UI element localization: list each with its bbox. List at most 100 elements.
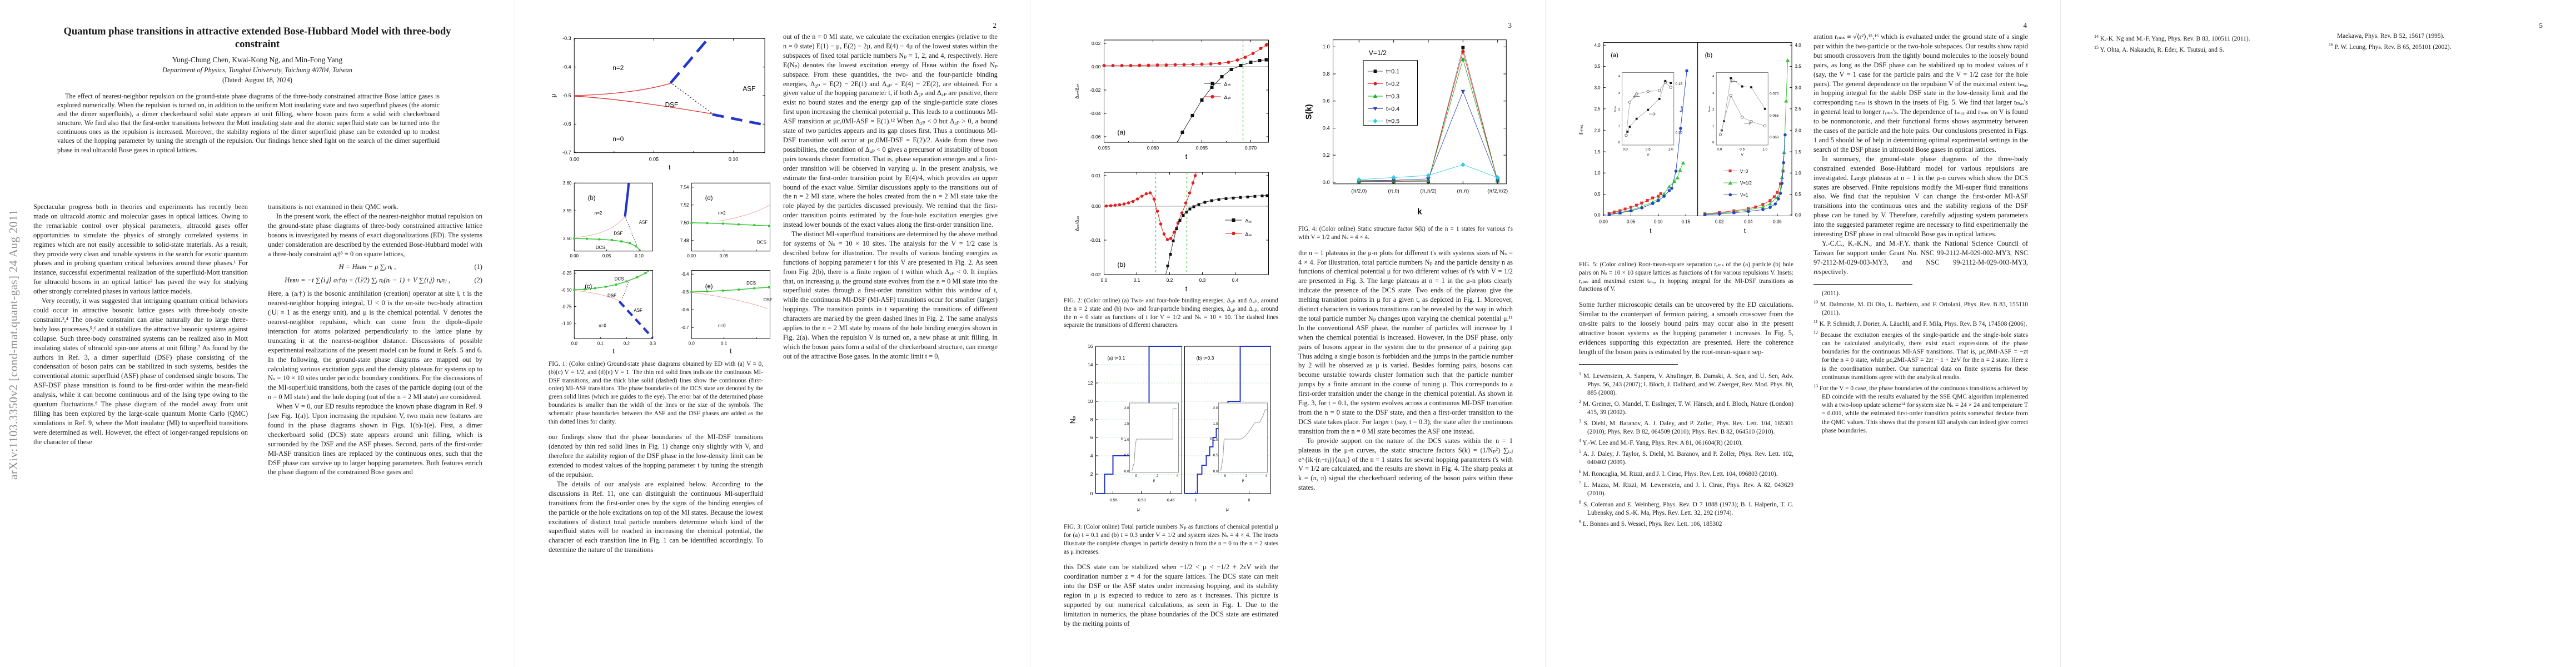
svg-text:0.5: 0.5 — [1213, 454, 1218, 457]
svg-text:4: 4 — [1090, 453, 1093, 459]
svg-text:0.5: 0.5 — [1595, 192, 1601, 197]
svg-text:1.5: 1.5 — [1124, 422, 1129, 426]
svg-text:-0.06: -0.06 — [1090, 134, 1101, 140]
fig5-yticks-right: 4.0 3.5 3.0 2.5 2.0 1.5 1.0 0.5 0.0 — [1795, 43, 1801, 217]
svg-text:1.0: 1.0 — [1323, 44, 1330, 49]
svg-text:(π,π/2): (π,π/2) — [1420, 188, 1436, 193]
p1-column-1: Spectacular progress both in theories an… — [33, 202, 248, 647]
paragraph: out of the n = 0 MI state, we calculate … — [783, 33, 998, 229]
paragraph: our findings show that the phase boundar… — [549, 433, 763, 479]
svg-text:0.0: 0.0 — [1323, 180, 1330, 185]
svg-text:7.54: 7.54 — [680, 185, 689, 190]
paragraph: In the present work, the effect of the n… — [268, 212, 482, 258]
page-1: arXiv:1103.3350v2 [cond-mat.quant-gas] 2… — [0, 0, 515, 667]
svg-text:0.01: 0.01 — [1092, 173, 1101, 178]
svg-text:4.0: 4.0 — [1595, 43, 1601, 48]
svg-text:DCS: DCS — [615, 276, 624, 281]
condition-label: V=1/2 — [1369, 49, 1387, 57]
svg-text:0.065: 0.065 — [1770, 114, 1779, 118]
fig4-legend: t=0.1 t=0.2 t=0.3 t=0.4 t=0.5 — [1363, 60, 1418, 126]
fig2-caption: FIG. 2: (Color online) (a) Two- and four… — [1064, 297, 1278, 329]
svg-text:2: 2 — [1090, 471, 1093, 477]
svg-text:0.1: 0.1 — [597, 341, 604, 346]
fig1-panel-d: 7.54 7.52 7.50 7.48 0.00 0.05 (d) n=2 — [680, 182, 770, 258]
svg-text:-0.7: -0.7 — [681, 325, 689, 330]
x-axis-label: k — [1417, 207, 1422, 216]
svg-text:0.05: 0.05 — [602, 253, 611, 258]
svg-text:3.50: 3.50 — [563, 236, 572, 241]
svg-text:0.3: 0.3 — [1199, 277, 1206, 283]
y-axis-label: rᵣₘₛ — [1577, 125, 1585, 135]
fig1-panel-c: -0.25 -0.50 -0.75 -1.00 0.0 0.1 0.2 0.3 … — [561, 270, 656, 355]
svg-text:2.0: 2.0 — [1595, 128, 1601, 133]
p3-column-1: 0.02 0.00 -0.02 -0.04 -0.06 0.055 0.060 … — [1064, 32, 1278, 650]
panel-tag: (b) — [1118, 261, 1126, 268]
p4-column-2: aration rᵣₘₛ ≡ √⟨r²⟩,¹⁵,¹⁶ which is eval… — [1813, 32, 2028, 650]
svg-text:1: 1 — [1618, 125, 1620, 128]
figure-2: 0.02 0.00 -0.02 -0.04 -0.06 0.055 0.060 … — [1064, 32, 1278, 293]
svg-text:0.065: 0.065 — [1196, 145, 1208, 151]
svg-text:4: 4 — [1712, 75, 1715, 78]
svg-text:2.5: 2.5 — [1595, 107, 1601, 112]
fig2-a-legend: Δ₂ₕ Δ₄ₕ — [1204, 81, 1232, 100]
paragraph: aration rᵣₘₛ ≡ √⟨r²⟩,¹⁵,¹⁶ which is eval… — [1813, 33, 2028, 153]
fig5-caption: FIG. 5: (Color online) Root-mean-square … — [1579, 261, 1793, 293]
svg-text:ASF: ASF — [639, 220, 648, 225]
x-axis-label: t — [1185, 285, 1188, 293]
paragraph: this DCS state can be stabilized when −1… — [1064, 563, 1278, 628]
svg-text:μ: μ — [1242, 479, 1244, 482]
arxiv-stamp: arXiv:1103.3350v2 [cond-mat.quant-gas] 2… — [7, 209, 20, 480]
fig3-caption: FIG. 3: (Color online) Total particle nu… — [1064, 524, 1278, 555]
region-label: ASF — [743, 85, 755, 92]
fig4-caption: FIG. 4: (Color online) Static structure … — [1298, 226, 1513, 241]
fig5-rms-separation: 4.0 3.5 3.0 2.5 2.0 1.5 1.0 0.5 0.0 4.0 … — [1577, 42, 1801, 235]
svg-text:-0.4: -0.4 — [681, 272, 689, 277]
svg-text:DCS: DCS — [746, 281, 756, 286]
svg-text:0.15: 0.15 — [1676, 82, 1683, 86]
svg-text:DSF: DSF — [764, 297, 773, 302]
svg-text:0.06: 0.06 — [1773, 220, 1782, 225]
svg-text:-0.50: -0.50 — [561, 287, 572, 292]
svg-text:(π/2,π/2): (π/2,π/2) — [1487, 188, 1508, 193]
svg-text:Δ₂ₕ: Δ₂ₕ — [1224, 81, 1232, 87]
fig5-b-inset: 4 3 2 1 0 0.070 0.065 0.060 0.0 0.5 1.0 V rᵣ… — [1707, 72, 1779, 157]
svg-text:0.0: 0.0 — [1717, 147, 1722, 151]
svg-text:0.060: 0.060 — [1770, 136, 1779, 140]
svg-text:0.2: 0.2 — [1167, 277, 1173, 283]
svg-text:0.0: 0.0 — [689, 341, 695, 346]
fig4-xticks: (π/2,0) (π,0) (π,π/2) (π,π) (π/2,π/2) — [1351, 188, 1508, 193]
svg-text:0: 0 — [1712, 141, 1715, 145]
svg-text:n=0: n=0 — [718, 323, 726, 328]
svg-text:0.3: 0.3 — [650, 341, 656, 346]
fig2-panel-a: 0.02 0.00 -0.02 -0.04 -0.06 0.055 0.060 … — [1074, 39, 1269, 161]
svg-text:-0.04: -0.04 — [1090, 111, 1101, 116]
svg-text:1.0: 1.0 — [1668, 147, 1673, 151]
svg-text:0.10: 0.10 — [1676, 131, 1683, 135]
paper-affiliation: Department of Physics, Tunghai Universit… — [162, 66, 352, 74]
fig2-binding-energies: 0.02 0.00 -0.02 -0.04 -0.06 0.055 0.060 … — [1074, 39, 1269, 293]
svg-text:0: 0 — [1090, 491, 1093, 496]
svg-text:0.10: 0.10 — [1654, 220, 1663, 225]
svg-text:2.0: 2.0 — [1213, 406, 1218, 410]
svg-text:0.02: 0.02 — [1715, 220, 1723, 225]
svg-text:2.0: 2.0 — [1124, 406, 1129, 410]
svg-text:DCS: DCS — [596, 245, 605, 250]
x-axis-label: t — [669, 164, 671, 171]
reference-11: 11 K. P. Schmidt, J. Dorier, A. Läuchli,… — [1813, 318, 2027, 327]
svg-text:3.5: 3.5 — [1595, 64, 1601, 69]
svg-text:n: n — [1209, 437, 1213, 440]
svg-text:V=1: V=1 — [1740, 193, 1748, 198]
reference-14: 14 K.-K. Ng and M.-F. Yang, Phys. Rev. B… — [2094, 34, 2250, 42]
svg-text:-0.45: -0.45 — [1166, 499, 1175, 502]
svg-text:0.4: 0.4 — [1323, 125, 1330, 131]
y-axis-label: Nₚ — [1069, 416, 1077, 424]
panel-tag: (b) t=0.3 — [1197, 355, 1214, 361]
fig1-e-markers — [690, 286, 770, 293]
svg-text:0.070: 0.070 — [1245, 145, 1257, 151]
svg-text:4.0: 4.0 — [1795, 43, 1801, 48]
svg-text:-0.4: -0.4 — [562, 64, 571, 69]
figure-1: -0.3 -0.4 -0.5 -0.6 -0.7 0.00 0.05 0.10 — [549, 32, 773, 357]
reference-16: 16 P. W. Leung, Phys. Rev. B 65, 205101 … — [2329, 42, 2452, 51]
svg-text:0.0: 0.0 — [1795, 212, 1801, 217]
fig1-phase-diagrams: -0.3 -0.4 -0.5 -0.6 -0.7 0.00 0.05 0.10 — [550, 36, 773, 355]
